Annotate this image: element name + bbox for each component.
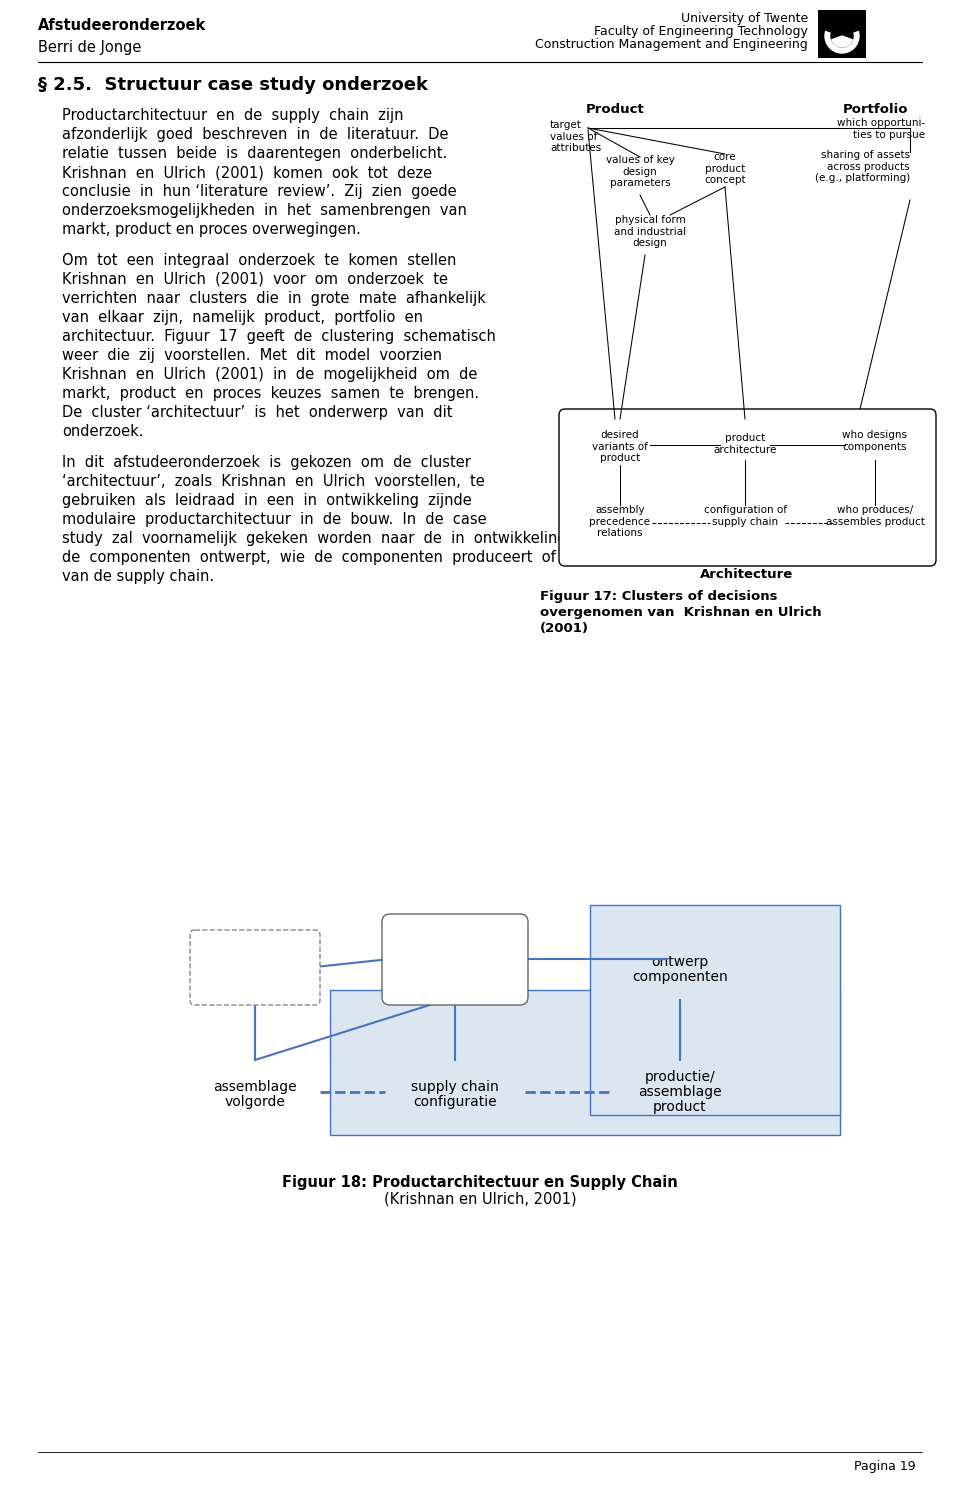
Text: productie/: productie/ xyxy=(645,1070,715,1084)
Text: ontwerp: ontwerp xyxy=(652,956,708,969)
Text: de  componenten  ontwerpt,  wie  de  componenten  produceert  of  assembleert  e: de componenten ontwerpt, wie de componen… xyxy=(62,550,808,566)
Text: De  cluster ‘architectuur’  is  het  onderwerp  van  dit: De cluster ‘architectuur’ is het onderwe… xyxy=(62,405,452,420)
Text: van de supply chain.: van de supply chain. xyxy=(62,568,214,584)
Text: conclusie  in  hun ‘literature  review’.  Zij  zien  goede: conclusie in hun ‘literature review’. Zi… xyxy=(62,184,457,200)
Text: gewenste: gewenste xyxy=(222,956,289,969)
Text: assemblage: assemblage xyxy=(213,1080,297,1094)
Text: (2001): (2001) xyxy=(540,622,589,634)
Text: markt, product en proces overwegingen.: markt, product en proces overwegingen. xyxy=(62,222,361,237)
Text: Krishnan  en  Ulrich  (2001)  in  de  mogelijkheid  om  de: Krishnan en Ulrich (2001) in de mogelijk… xyxy=(62,368,477,382)
Text: desired
variants of
product: desired variants of product xyxy=(592,430,648,464)
Text: volgorde: volgorde xyxy=(225,1095,285,1108)
Text: configuration of
supply chain: configuration of supply chain xyxy=(704,506,786,526)
Text: assembly
precedence
relations: assembly precedence relations xyxy=(589,506,651,538)
FancyBboxPatch shape xyxy=(382,914,528,1005)
Text: van  elkaar  zijn,  namelijk  product,  portfolio  en: van elkaar zijn, namelijk product, portf… xyxy=(62,310,423,326)
Text: relatie  tussen  beide  is  daarentegen  onderbelicht.: relatie tussen beide is daarentegen onde… xyxy=(62,146,447,160)
Text: assemblage: assemblage xyxy=(638,1084,722,1100)
Text: Om  tot  een  integraal  onderzoek  te  komen  stellen: Om tot een integraal onderzoek te komen … xyxy=(62,254,456,268)
Text: University of Twente: University of Twente xyxy=(681,12,808,26)
Circle shape xyxy=(825,20,859,53)
Text: who produces/
assembles product: who produces/ assembles product xyxy=(826,506,924,526)
Text: who designs
components: who designs components xyxy=(843,430,907,451)
Text: which opportuni-
ties to pursue: which opportuni- ties to pursue xyxy=(837,118,925,140)
Text: target
values of
attributes: target values of attributes xyxy=(550,120,601,153)
Text: onderzoek.: onderzoek. xyxy=(62,424,143,439)
Text: Faculty of Engineering Technology: Faculty of Engineering Technology xyxy=(594,26,808,38)
Text: markt,  product  en  proces  keuzes  samen  te  brengen.: markt, product en proces keuzes samen te… xyxy=(62,386,479,400)
Text: In  dit  afstudeeronderzoek  is  gekozen  om  de  cluster: In dit afstudeeronderzoek is gekozen om … xyxy=(62,454,470,470)
Text: physical form
and industrial
design: physical form and industrial design xyxy=(614,214,686,248)
Text: product
architecture: product architecture xyxy=(713,433,777,454)
Text: values of key
design
parameters: values of key design parameters xyxy=(606,154,675,188)
Text: Construction Management and Engineering: Construction Management and Engineering xyxy=(536,38,808,51)
Text: sharing of assets
across products
(e.g., platforming): sharing of assets across products (e.g.,… xyxy=(815,150,910,183)
Text: configuratie: configuratie xyxy=(413,1095,497,1108)
Text: verrichten  naar  clusters  die  in  grote  mate  afhankelijk: verrichten naar clusters die in grote ma… xyxy=(62,291,486,306)
Text: architectuur: architectuur xyxy=(413,962,497,976)
Text: Portfolio: Portfolio xyxy=(842,104,908,116)
Wedge shape xyxy=(825,18,859,36)
Text: supply chain: supply chain xyxy=(411,1080,499,1094)
Circle shape xyxy=(831,26,853,46)
Text: product: product xyxy=(428,946,482,962)
Text: componenten: componenten xyxy=(632,970,728,984)
Text: Krishnan  en  Ulrich  (2001)  komen  ook  tot  deze: Krishnan en Ulrich (2001) komen ook tot … xyxy=(62,165,432,180)
Text: modulaire  productarchitectuur  in  de  bouw.  In  de  case: modulaire productarchitectuur in de bouw… xyxy=(62,512,487,526)
Text: Product: Product xyxy=(586,104,644,116)
Text: § 2.5.  Structuur case study onderzoek: § 2.5. Structuur case study onderzoek xyxy=(38,76,428,94)
Text: Afstudeeronderzoek: Afstudeeronderzoek xyxy=(38,18,206,33)
Text: gebruiken  als  leidraad  in  een  in  ontwikkeling  zijnde: gebruiken als leidraad in een in ontwikk… xyxy=(62,494,471,508)
Text: variatie: variatie xyxy=(228,970,281,984)
Bar xyxy=(590,904,840,1114)
Text: Berri de Jonge: Berri de Jonge xyxy=(38,40,141,56)
Text: product: product xyxy=(653,1100,707,1114)
Text: Figuur 17: Clusters of decisions: Figuur 17: Clusters of decisions xyxy=(540,590,778,603)
Text: onderzoeksmogelijkheden  in  het  samenbrengen  van: onderzoeksmogelijkheden in het samenbren… xyxy=(62,202,467,217)
Text: Productarchitectuur  en  de  supply  chain  zijn: Productarchitectuur en de supply chain z… xyxy=(62,108,403,123)
FancyBboxPatch shape xyxy=(559,410,936,566)
Text: architectuur.  Figuur  17  geeft  de  clustering  schematisch: architectuur. Figuur 17 geeft de cluster… xyxy=(62,328,496,344)
Text: overgenomen van  Krishnan en Ulrich: overgenomen van Krishnan en Ulrich xyxy=(540,606,822,619)
Text: Krishnan  en  Ulrich  (2001)  voor  om  onderzoek  te: Krishnan en Ulrich (2001) voor om onderz… xyxy=(62,272,448,286)
FancyBboxPatch shape xyxy=(190,930,320,1005)
Text: (Krishnan en Ulrich, 2001): (Krishnan en Ulrich, 2001) xyxy=(384,1192,576,1208)
Text: ‘architectuur’,  zoals  Krishnan  en  Ulrich  voorstellen,  te: ‘architectuur’, zoals Krishnan en Ulrich… xyxy=(62,474,485,489)
Text: Pagina 19: Pagina 19 xyxy=(854,1460,916,1473)
Text: weer  die  zij  voorstellen.  Met  dit  model  voorzien: weer die zij voorstellen. Met dit model … xyxy=(62,348,442,363)
Bar xyxy=(818,10,866,58)
Wedge shape xyxy=(831,36,852,46)
Text: Architecture: Architecture xyxy=(701,568,794,580)
Text: afzonderlijk  goed  beschreven  in  de  literatuur.  De: afzonderlijk goed beschreven in de liter… xyxy=(62,128,448,142)
Text: core
product
concept: core product concept xyxy=(705,152,746,184)
Text: Figuur 18: Productarchitectuur en Supply Chain: Figuur 18: Productarchitectuur en Supply… xyxy=(282,1174,678,1190)
Bar xyxy=(330,990,840,1136)
Text: study  zal  voornamelijk  gekeken  worden  naar  de  in  ontwikkeling  zijnde  p: study zal voornamelijk gekeken worden na… xyxy=(62,531,813,546)
